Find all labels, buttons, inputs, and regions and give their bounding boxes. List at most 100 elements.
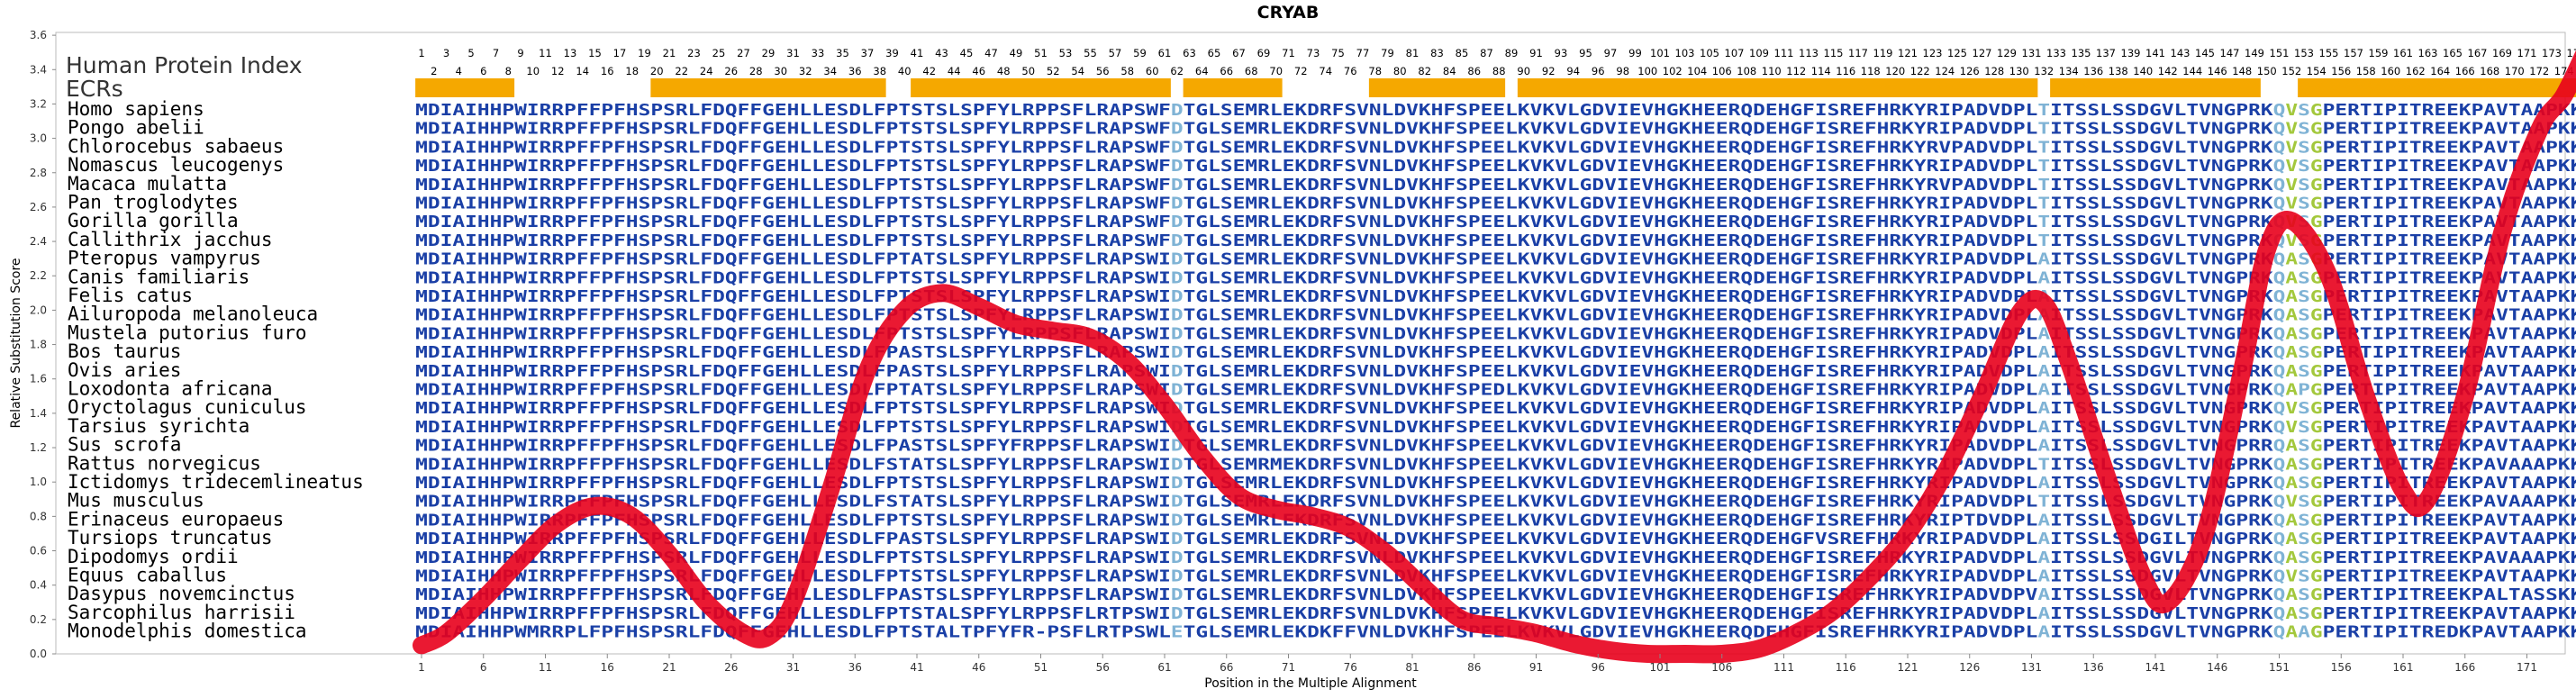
x-tick-label: 131 xyxy=(2021,661,2042,674)
position-number: 36 xyxy=(848,65,862,77)
position-number: 150 xyxy=(2257,65,2277,77)
position-number: 5 xyxy=(467,47,474,59)
position-number: 153 xyxy=(2294,47,2314,59)
y-tick-label: 3.2 xyxy=(30,97,47,110)
species-label: Gorilla gorilla xyxy=(68,210,239,231)
species-label: Pongo abelii xyxy=(68,117,204,139)
position-number: 17 xyxy=(613,47,627,59)
position-number: 39 xyxy=(885,47,899,59)
position-number: 105 xyxy=(1700,47,1719,59)
position-number: 20 xyxy=(650,65,664,77)
x-tick-label: 41 xyxy=(910,661,923,674)
position-number: 107 xyxy=(1725,47,1745,59)
x-tick-label: 96 xyxy=(1592,661,1605,674)
species-label: Nomascus leucogenys xyxy=(68,154,284,176)
position-number: 34 xyxy=(823,65,837,77)
position-number: 93 xyxy=(1555,47,1568,59)
position-number: 4 xyxy=(456,65,462,77)
position-number: 139 xyxy=(2121,47,2141,59)
x-tick-label: 116 xyxy=(1836,661,1856,674)
species-label: Sarcophilus harrisii xyxy=(68,602,295,623)
y-tick-label: 0.8 xyxy=(30,510,47,522)
y-tick-label: 0.4 xyxy=(30,579,47,592)
position-number: 63 xyxy=(1183,47,1196,59)
position-number: 21 xyxy=(663,47,676,59)
position-number: 117 xyxy=(1848,47,1868,59)
position-number: 53 xyxy=(1059,47,1073,59)
x-tick-label: 81 xyxy=(1405,661,1419,674)
position-number: 30 xyxy=(774,65,787,77)
position-number: 88 xyxy=(1492,65,1506,77)
position-number: 56 xyxy=(1096,65,1110,77)
position-number: 137 xyxy=(2096,47,2116,59)
position-number: 31 xyxy=(786,47,800,59)
ecrs-label: ECRs xyxy=(66,76,123,102)
position-number: 10 xyxy=(526,65,540,77)
position-number: 26 xyxy=(724,65,738,77)
position-number: 103 xyxy=(1675,47,1695,59)
position-number: 1 xyxy=(418,47,424,59)
species-label: Chlorocebus sabaeus xyxy=(68,135,284,157)
position-number: 122 xyxy=(1910,65,1930,77)
position-number: 129 xyxy=(1997,47,2017,59)
species-label: Oryctolagus cuniculus xyxy=(68,396,307,418)
ecr-bar xyxy=(1183,78,1283,97)
position-number: 25 xyxy=(712,47,726,59)
species-label: Mustela putorius furo xyxy=(68,322,307,343)
ecr-bar xyxy=(650,78,886,97)
position-number: 86 xyxy=(1467,65,1481,77)
position-number: 94 xyxy=(1566,65,1580,77)
position-number: 141 xyxy=(2145,47,2165,59)
position-number: 70 xyxy=(1269,65,1283,77)
species-label: Rattus norvegicus xyxy=(68,452,261,474)
x-tick-label: 6 xyxy=(480,661,487,674)
position-number: 163 xyxy=(2418,47,2438,59)
position-number: 42 xyxy=(922,65,936,77)
position-number: 35 xyxy=(836,47,849,59)
species-label: Callithrix jacchus xyxy=(68,229,273,250)
position-number: 33 xyxy=(812,47,825,59)
position-number: 147 xyxy=(2220,47,2240,59)
position-number: 54 xyxy=(1071,65,1084,77)
position-number: 162 xyxy=(2406,65,2426,77)
position-number: 16 xyxy=(601,65,614,77)
position-number: 6 xyxy=(480,65,486,77)
x-tick-label: 106 xyxy=(1711,661,1732,674)
position-number: 38 xyxy=(873,65,886,77)
species-label: Canis familiaris xyxy=(68,266,249,287)
position-number: 175 xyxy=(2567,47,2576,59)
y-tick-label: 2.8 xyxy=(30,167,47,179)
position-number: 104 xyxy=(1687,65,1707,77)
position-number: 131 xyxy=(2022,47,2042,59)
chart-title: CRYAB xyxy=(1257,3,1320,23)
position-number: 109 xyxy=(1749,47,1769,59)
y-tick-label: 2.6 xyxy=(30,201,47,213)
x-tick-label: 111 xyxy=(1773,661,1794,674)
species-label: Pteropus vampyrus xyxy=(68,248,261,269)
position-number: 24 xyxy=(700,65,713,77)
position-number: 148 xyxy=(2232,65,2252,77)
position-number: 68 xyxy=(1245,65,1258,77)
position-number: 49 xyxy=(1010,47,1023,59)
position-number: 146 xyxy=(2208,65,2227,77)
x-tick-label: 71 xyxy=(1282,661,1295,674)
species-label: Tursiops truncatus xyxy=(68,527,273,548)
position-number: 132 xyxy=(2034,65,2054,77)
position-number: 43 xyxy=(935,47,948,59)
position-number: 154 xyxy=(2307,65,2327,77)
x-tick-label: 171 xyxy=(2517,661,2537,674)
position-number: 77 xyxy=(1356,47,1370,59)
position-number: 85 xyxy=(1456,47,1469,59)
position-number: 126 xyxy=(1960,65,1980,77)
